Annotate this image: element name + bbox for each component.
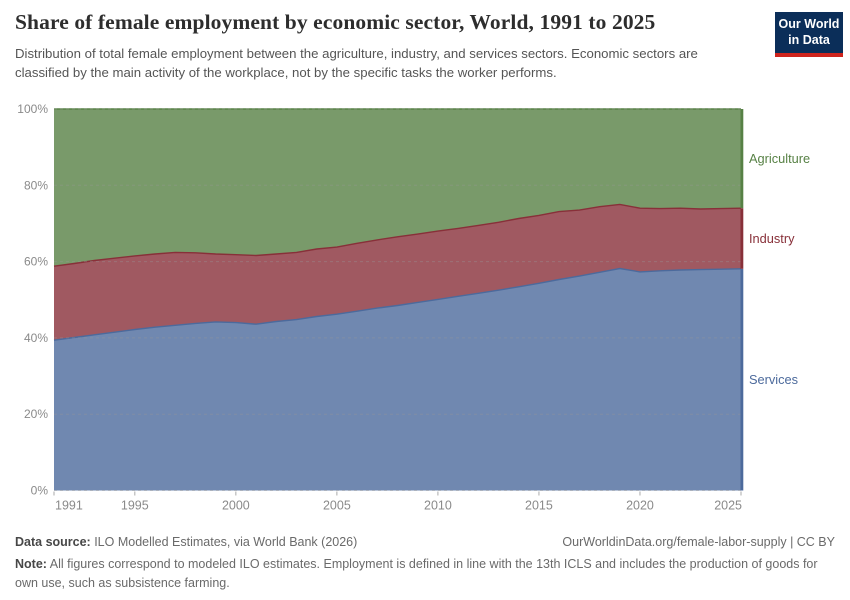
attribution-link[interactable]: OurWorldinData.org/female-labor-supply |…: [562, 535, 835, 549]
y-axis-tick-label: 60%: [24, 255, 48, 269]
stacked-area-chart[interactable]: 0% 20% 40% 60% 80% 100% 1991 1995 2000 2005 2010 20…: [0, 95, 850, 530]
x-axis-tick-label: 2020: [626, 499, 654, 513]
x-axis-tick-label: 1995: [121, 499, 149, 513]
x-axis-tick-label: 2025: [714, 499, 742, 513]
area-services[interactable]: [54, 268, 741, 491]
x-axis-tick-label: 1991: [55, 499, 83, 513]
x-axis-tick-label: 2000: [222, 499, 250, 513]
y-axis-tick-label: 40%: [24, 331, 48, 345]
y-axis-tick-label: 20%: [24, 407, 48, 421]
chart-header: Share of female employment by economic s…: [15, 10, 765, 82]
chart-area: 0% 20% 40% 60% 80% 100% 1991 1995 2000 2005 2010 20…: [0, 95, 850, 530]
data-source-text: ILO Modelled Estimates, via World Bank (…: [90, 535, 358, 549]
y-axis-tick-label: 80%: [24, 178, 48, 192]
owid-logo-line1: Our World: [778, 17, 840, 31]
y-axis-tick-label: 0%: [31, 484, 49, 498]
series-end-bar-agriculture: [740, 109, 744, 209]
chart-footer: Data source: ILO Modelled Estimates, via…: [15, 533, 835, 592]
note-label: Note:: [15, 556, 47, 571]
chart-subtitle: Distribution of total female employment …: [15, 45, 698, 80]
series-label-industry[interactable]: Industry: [749, 231, 795, 246]
owid-logo[interactable]: Our World in Data: [775, 12, 843, 57]
series-top-line-industry: [53, 203, 742, 267]
y-axis-tick-label: 100%: [17, 102, 48, 116]
series-label-services[interactable]: Services: [749, 372, 798, 387]
x-axis-tick-label: 2010: [424, 499, 452, 513]
owid-logo-line2: in Data: [788, 32, 830, 47]
note-text: All figures correspond to modeled ILO es…: [15, 556, 818, 590]
page-title: Share of female employment by economic s…: [15, 10, 656, 34]
area-agriculture[interactable]: [54, 109, 741, 267]
x-axis-tick-label: 2015: [525, 499, 553, 513]
series-top-line-services: [53, 267, 742, 341]
note-line: Note: All figures correspond to modeled …: [15, 555, 835, 593]
area-industry[interactable]: [54, 204, 741, 341]
series-end-bar-industry: [740, 208, 744, 269]
data-source-label: Data source:: [15, 535, 91, 549]
series-label-agriculture[interactable]: Agriculture: [749, 151, 810, 166]
x-axis-tick-label: 2005: [323, 499, 351, 513]
series-end-bar-services: [740, 268, 744, 491]
data-source-line: Data source: ILO Modelled Estimates, via…: [15, 533, 357, 552]
